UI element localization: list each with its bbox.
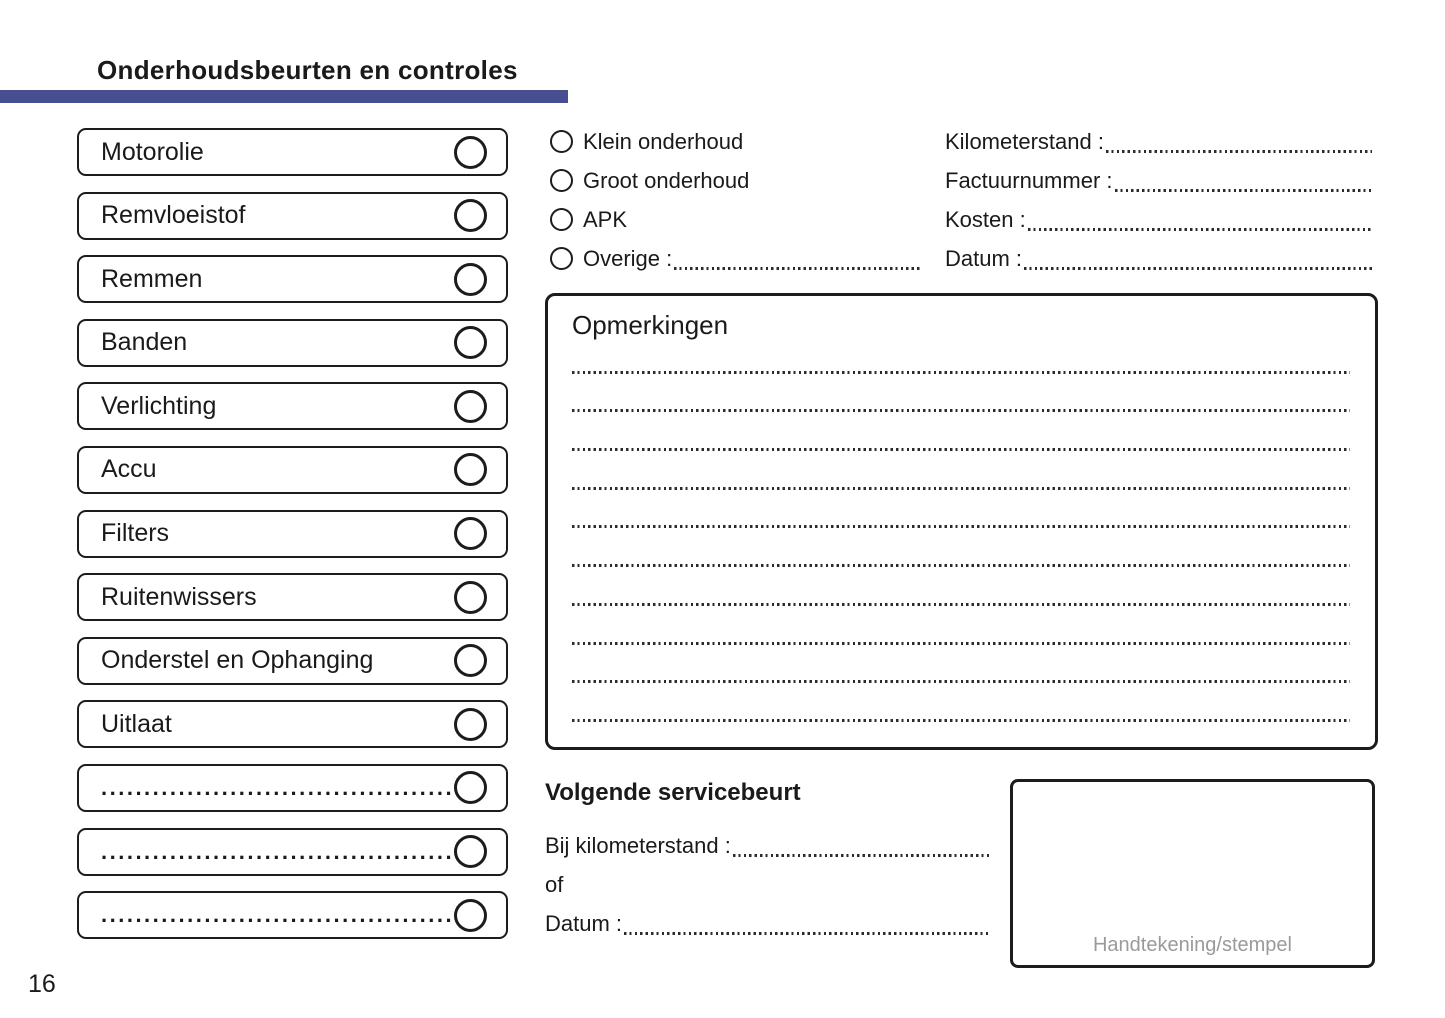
checklist-item-verlichting: Verlichting — [77, 382, 508, 431]
field-label: Kosten : — [945, 206, 1026, 232]
checkbox-circle-icon[interactable] — [454, 389, 487, 423]
checkbox-circle-icon[interactable] — [454, 517, 487, 551]
remarks-fill-line[interactable] — [572, 409, 1350, 413]
invoice-fields: Kilometerstand : Factuurnummer : Kosten … — [945, 122, 1372, 278]
checklist-item-motorolie: Motorolie — [77, 128, 508, 176]
option-label: Overige : — [583, 245, 673, 271]
checklist-item-fill-in[interactable]: ........................................… — [101, 838, 454, 864]
checklist-item-filters: Filters — [77, 509, 508, 558]
radio-circle-icon[interactable] — [550, 208, 573, 231]
checklist-item-label: Onderstel en Ophanging — [101, 646, 374, 675]
checklist-item-custom-1: ........................................… — [77, 763, 508, 812]
checklist-item-custom-3: ........................................… — [77, 891, 508, 940]
checklist-item-banden: Banden — [77, 318, 508, 367]
field-label: Kilometerstand : — [945, 128, 1104, 154]
remarks-fill-line[interactable] — [572, 370, 1350, 374]
checklist-item-fill-in[interactable]: ........................................… — [101, 774, 454, 800]
checklist-item-label: Remmen — [101, 264, 203, 293]
inspection-checklist: Motorolie Remvloeistof Remmen Banden Ver… — [77, 128, 508, 940]
remarks-fill-line[interactable] — [572, 525, 1350, 529]
next-service-km-fill-line[interactable] — [732, 854, 990, 857]
remarks-box: Opmerkingen — [545, 293, 1378, 750]
remarks-fill-line[interactable] — [572, 448, 1350, 452]
kosten-fill-line[interactable] — [1027, 228, 1372, 231]
remarks-fill-line[interactable] — [572, 680, 1350, 684]
remarks-fill-line[interactable] — [572, 641, 1350, 645]
remarks-fill-line[interactable] — [572, 718, 1350, 722]
radio-circle-icon[interactable] — [550, 247, 573, 270]
field-kosten: Kosten : — [945, 200, 1372, 239]
checklist-item-onderstel: Onderstel en Ophanging — [77, 636, 508, 685]
checklist-item-accu: Accu — [77, 445, 508, 494]
checkbox-circle-icon[interactable] — [454, 326, 487, 360]
checkbox-circle-icon[interactable] — [454, 135, 487, 169]
option-groot-onderhoud: Groot onderhoud — [550, 161, 922, 200]
field-datum: Datum : — [945, 239, 1372, 278]
checklist-item-label: Uitlaat — [101, 709, 172, 738]
next-service-or-label: of — [545, 871, 564, 897]
remarks-fill-line[interactable] — [572, 564, 1350, 568]
option-label: APK — [583, 206, 628, 232]
checklist-item-uitlaat: Uitlaat — [77, 700, 508, 749]
remarks-lines — [572, 335, 1350, 722]
option-klein-onderhoud: Klein onderhoud — [550, 122, 922, 161]
option-apk: APK — [550, 200, 922, 239]
next-service-date-fill-line[interactable] — [624, 932, 990, 935]
field-factuurnummer: Factuurnummer : — [945, 161, 1372, 200]
checklist-item-label: Filters — [101, 519, 170, 548]
page-title: Onderhoudsbeurten en controles — [97, 55, 518, 85]
remarks-fill-line[interactable] — [572, 486, 1350, 490]
checkbox-circle-icon[interactable] — [454, 644, 487, 678]
service-type-options: Klein onderhoud Groot onderhoud APK Over… — [550, 122, 922, 278]
remarks-title: Opmerkingen — [572, 310, 729, 340]
field-kilometerstand: Kilometerstand : — [945, 122, 1372, 161]
remarks-fill-line[interactable] — [572, 602, 1350, 606]
next-service-date-label: Datum : — [545, 910, 623, 936]
checklist-item-custom-2: ........................................… — [77, 827, 508, 876]
checklist-item-remmen: Remmen — [77, 255, 508, 304]
next-service-km-row: Bij kilometerstand : — [545, 826, 990, 865]
signature-stamp-box[interactable]: Handtekening/stempel — [1010, 779, 1375, 968]
checkbox-circle-icon[interactable] — [454, 262, 487, 296]
checklist-item-label: Ruitenwissers — [101, 582, 257, 611]
radio-circle-icon[interactable] — [550, 130, 573, 153]
datum-fill-line[interactable] — [1024, 267, 1372, 270]
signature-stamp-label: Handtekening/stempel — [1092, 934, 1292, 956]
checklist-item-fill-in[interactable]: ........................................… — [101, 902, 454, 928]
next-service-or-row: of — [545, 865, 990, 904]
page-number: 16 — [28, 970, 56, 998]
next-service-section: Volgende servicebeurt Bij kilometerstand… — [545, 776, 990, 943]
option-overige: Overige : — [550, 239, 922, 278]
checkbox-circle-icon[interactable] — [454, 835, 487, 869]
next-service-title: Volgende servicebeurt — [545, 779, 801, 806]
checklist-item-label: Remvloeistof — [101, 201, 246, 230]
checkbox-circle-icon[interactable] — [454, 580, 487, 614]
option-label: Groot onderhoud — [583, 167, 750, 193]
field-label: Factuurnummer : — [945, 167, 1113, 193]
checkbox-circle-icon[interactable] — [454, 199, 487, 233]
option-label: Klein onderhoud — [583, 128, 744, 154]
next-service-date-row: Datum : — [545, 904, 990, 943]
checkbox-circle-icon[interactable] — [454, 453, 487, 487]
radio-circle-icon[interactable] — [550, 169, 573, 192]
checkbox-circle-icon[interactable] — [454, 707, 487, 741]
title-accent-bar — [0, 90, 568, 103]
checklist-item-label: Verlichting — [101, 391, 217, 420]
checkbox-circle-icon[interactable] — [454, 898, 487, 932]
factuurnummer-fill-line[interactable] — [1114, 189, 1372, 192]
overige-fill-line[interactable] — [674, 267, 922, 270]
checklist-item-label: Motorolie — [101, 137, 204, 166]
checklist-item-ruitenwissers: Ruitenwissers — [77, 573, 508, 622]
kilometerstand-fill-line[interactable] — [1105, 150, 1372, 153]
checklist-item-label: Banden — [101, 328, 188, 357]
checklist-item-label: Accu — [101, 455, 157, 484]
checklist-item-remvloeistof: Remvloeistof — [77, 191, 508, 240]
field-label: Datum : — [945, 245, 1023, 271]
checkbox-circle-icon[interactable] — [454, 771, 487, 805]
next-service-km-label: Bij kilometerstand : — [545, 832, 731, 858]
